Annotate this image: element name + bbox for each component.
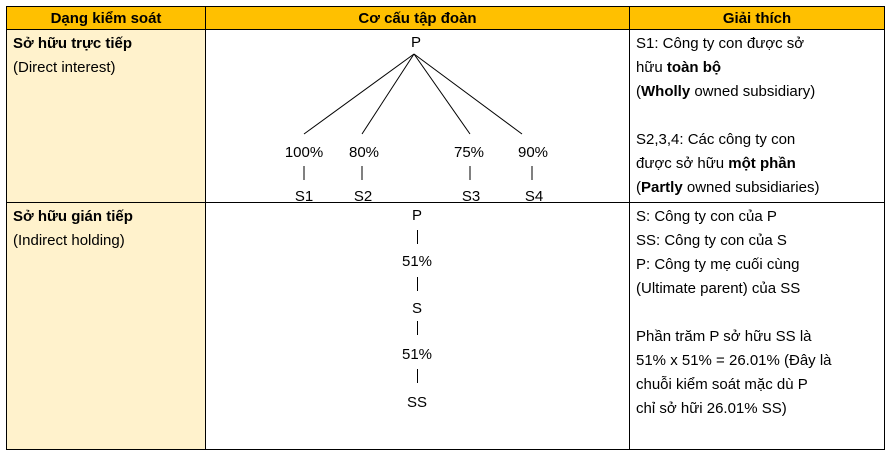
child-node-s1: S1 [294,188,314,205]
explanation-line: (Partly owned subsidiaries) [636,179,820,196]
tree-connector-lines [303,53,533,180]
table-row-direct: Sở hữu trực tiếp (Direct interest) P 100… [6,29,885,205]
explanation-line: (Ultimate parent) của SS [636,280,801,297]
explanation-line: chỉ sở hữi 26.01% SS) [636,400,787,417]
header-explanation: Giải thích [629,6,885,30]
explanation-line: S1: Công ty con được sở [636,35,805,52]
control-type-subtitle: (Indirect holding) [13,232,125,249]
control-type-cell: Sở hữu gián tiếp (Indirect holding) [6,202,206,450]
table-row-indirect: Sở hữu gián tiếp (Indirect holding) P 51… [6,202,885,450]
indirect-structure-diagram: P 51% S 51% SS [205,202,630,450]
explanation-line: hữu toàn bộ [636,59,722,76]
explanation-line: chuỗi kiểm soát mặc dù P [636,376,808,393]
header-control-type: Dạng kiểm soát [6,6,206,30]
explanation-line: 51% x 51% = 26.01% (Đây là [636,352,832,369]
chain-connector [417,321,418,335]
control-structure-table: Dạng kiểm soát Cơ cấu tập đoàn Giải thíc… [6,6,885,450]
explanation-cell: S1: Công ty con được sở hữu toàn bộ (Who… [629,29,885,203]
header-row: Dạng kiểm soát Cơ cấu tập đoàn Giải thíc… [6,6,885,30]
chain-connector [417,277,418,291]
child-node-s4: S4 [524,188,544,205]
chain-connector [417,369,418,383]
explanation-line: S2,3,4: Các công ty con [636,131,796,148]
control-type-title: Sở hữu gián tiếp [13,208,133,225]
explanation-line: P: Công ty mẹ cuối cùng [636,256,800,273]
child-pct-s3: 75% [453,144,485,161]
direct-structure-diagram: P 100% 80% 75% 90% S1 S2 S3 S4 [205,29,630,205]
child-node-s2: S2 [353,188,373,205]
chain-connector [417,230,418,244]
chain-pct-1: 51% [401,253,433,270]
explanation-cell: S: Công ty con của P SS: Công ty con của… [629,202,885,450]
child-pct-s4: 90% [517,144,549,161]
chain-pct-2: 51% [401,346,433,363]
child-node-s3: S3 [461,188,481,205]
chain-node-p: P [411,207,423,224]
explanation-line: S: Công ty con của P [636,208,777,225]
control-type-subtitle: (Direct interest) [13,59,116,76]
explanation-line: (Wholly owned subsidiary) [636,83,816,100]
header-group-structure: Cơ cấu tập đoàn [205,6,630,30]
chain-node-s: S [411,300,423,317]
parent-node-p: P [410,34,422,51]
explanation-line: Phần trăm P sở hữu SS là [636,328,812,345]
explanation-line: SS: Công ty con của S [636,232,787,249]
chain-node-ss: SS [406,394,428,411]
explanation-line: được sở hữu một phần [636,155,796,172]
child-pct-s2: 80% [348,144,380,161]
control-type-title: Sở hữu trực tiếp [13,35,133,52]
control-type-cell: Sở hữu trực tiếp (Direct interest) [6,29,206,203]
child-pct-s1: 100% [284,144,324,161]
